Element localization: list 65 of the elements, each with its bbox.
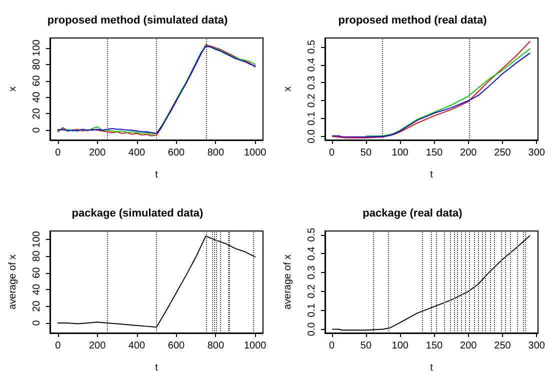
x-tick-label: 1000	[244, 340, 267, 351]
y-tick-label: 0.1	[306, 302, 318, 317]
y-tick-label: 80	[32, 58, 42, 70]
line-series	[365, 48, 530, 137]
x-tick-label: 800	[207, 148, 224, 158]
x-tick-label: 0	[55, 148, 62, 158]
x-tick-label: 50	[360, 148, 372, 158]
x-tick-label: 0	[329, 148, 336, 158]
x-tick-label: 300	[528, 148, 546, 158]
line-series	[57, 235, 256, 328]
y-tick-label: 0.5	[306, 40, 318, 54]
x-axis-title: t	[155, 170, 158, 180]
chart-title: package (simulated data)	[72, 207, 204, 219]
y-tick-label: 20	[32, 300, 42, 312]
x-tick-label: 250	[494, 148, 512, 158]
x-axis-title: t	[430, 170, 434, 180]
y-tick-label: 0.5	[306, 226, 318, 242]
y-tick-label: 0.2	[306, 93, 318, 108]
y-tick-label: 0	[32, 126, 42, 133]
x-tick-label: 600	[168, 148, 185, 158]
x-tick-label: 150	[426, 148, 444, 158]
y-tick-label: 0.2	[306, 284, 318, 298]
x-tick-label: 50	[360, 340, 372, 351]
x-tick-label: 200	[88, 148, 106, 158]
x-tick-label: 200	[460, 148, 478, 158]
x-axis-title: t	[430, 362, 434, 373]
x-tick-label: 150	[426, 340, 444, 351]
x-tick-label: 1000	[244, 148, 267, 158]
y-tick-label: 100	[32, 39, 42, 56]
x-tick-label: 200	[460, 340, 478, 351]
y-axis-title: average of x	[282, 254, 294, 310]
x-tick-label: 0	[329, 340, 336, 351]
chart-title: proposed method (real data)	[338, 14, 488, 26]
y-tick-label: 0.3	[306, 264, 318, 280]
y-axis-title: x	[282, 86, 294, 92]
y-tick-label: 60	[32, 74, 42, 86]
y-tick-label: 0.4	[306, 57, 318, 72]
x-tick-label: 400	[128, 340, 146, 351]
x-tick-label: 800	[207, 340, 224, 351]
line-series	[332, 234, 530, 330]
y-tick-label: 100	[32, 230, 42, 248]
y-axis-title: average of x	[8, 254, 18, 310]
chart-title: proposed method (simulated data)	[47, 14, 228, 26]
y-tick-label: 40	[32, 91, 42, 103]
y-tick-label: 60	[32, 266, 42, 278]
x-tick-label: 200	[88, 340, 106, 351]
x-tick-label: 0	[55, 340, 62, 351]
y-tick-label: 0.3	[306, 75, 318, 90]
y-tick-label: 20	[32, 108, 42, 120]
x-tick-label: 100	[392, 340, 409, 351]
x-tick-label: 600	[168, 340, 185, 351]
y-tick-label: 0	[32, 319, 42, 326]
x-tick-label: 400	[128, 148, 146, 158]
y-tick-label: 0.0	[306, 321, 318, 336]
x-tick-label: 300	[528, 340, 546, 351]
x-tick-label: 100	[392, 148, 409, 158]
y-tick-label: 80	[32, 250, 42, 262]
x-tick-label: 250	[494, 340, 512, 351]
y-tick-label: 0.1	[306, 111, 318, 126]
y-tick-label: 0.0	[306, 129, 318, 144]
y-axis-title: x	[8, 86, 18, 92]
chart-title: package (real data)	[362, 207, 463, 219]
x-axis-title: t	[155, 362, 158, 373]
y-tick-label: 0.4	[306, 246, 318, 260]
y-tick-label: 40	[32, 283, 42, 295]
